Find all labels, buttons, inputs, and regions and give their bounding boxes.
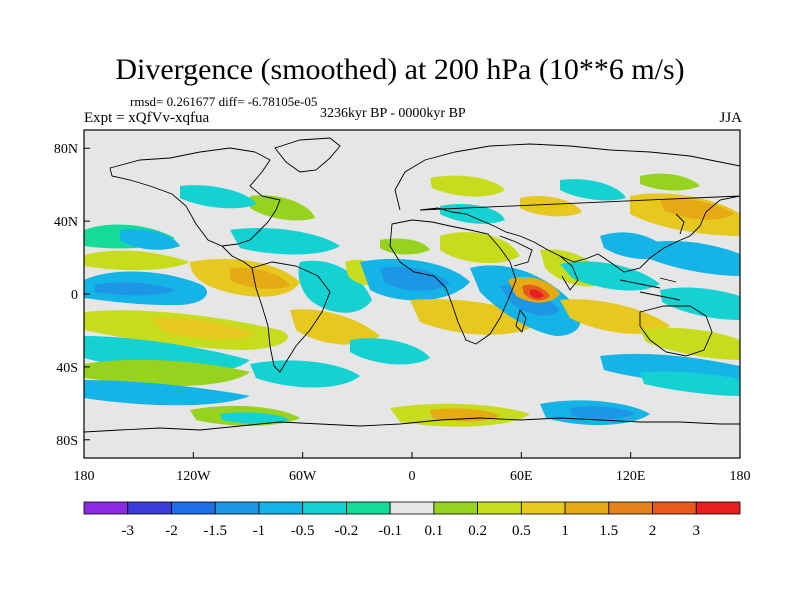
coastline-arabia [499,235,533,267]
x-axis: 180 120W 60W 0 60E 120E 180 [74,452,751,484]
y-tick-label: 40S [56,361,78,376]
map-title: Divergence (smoothed) at 200 hPa (10**6 … [115,53,685,86]
colorbar-swatch [520,501,566,515]
season-label: JJA [719,110,742,126]
x-tick-label: 0 [409,469,416,484]
x-tick-label: 120W [176,469,211,484]
divergence-field [84,173,740,427]
colorbar-swatch [83,501,129,515]
field-blob [640,327,740,360]
coastline-japan [675,213,685,235]
coastline-eurasia [394,143,740,273]
time-period-label: 3236kyr BP - 0000kyr BP [320,106,466,121]
coastline-central-america [221,245,253,269]
coastline-australia [639,305,713,357]
coastline-north-america [109,147,281,247]
field-blob [290,309,380,345]
x-tick-label: 120E [616,469,646,484]
field-blob [530,289,544,299]
y-axis: 80N 40N 0 40S 80S [54,142,90,449]
experiment-label: Expt = xQfVv-xqfua [84,110,210,126]
colorbar-label: -2 [165,523,178,539]
colorbar-label: 0.2 [468,523,487,539]
field-blob [660,198,735,220]
colorbar-label: 1.5 [599,523,618,539]
field-blob [640,173,700,191]
field-blob [180,185,256,209]
colorbar-swatch [695,501,741,515]
coastline-maritime-continent [619,277,681,301]
colorbar-label: -1.5 [203,523,227,539]
field-blob [84,359,250,387]
colorbar-swatch [433,501,479,515]
colorbar-label: 2 [649,523,657,539]
coastline-greenland [274,137,341,173]
colorbar-label: -1 [253,523,266,539]
field-blob [560,179,626,201]
field-blob [298,260,372,313]
field-blob [250,195,315,221]
colorbar-swatch [127,501,172,515]
y-tick-label: 0 [71,288,78,303]
colorbar-label: 3 [693,523,701,539]
colorbar-label: 0.1 [424,523,443,539]
field-blob [350,338,430,365]
coastlines [84,137,740,433]
x-tick-label: 60W [289,469,317,484]
colorbar-swatch [171,501,216,515]
colorbar-swatch [608,501,653,515]
field-blob [95,282,175,296]
rmsd-diff-stats: rmsd= 0.261677 diff= -6.78105e-05 [130,94,318,109]
x-tick-label: 180 [74,469,95,484]
coastline-africa [389,219,517,345]
field-blob [440,232,520,264]
x-tick-label: 180 [730,469,751,484]
coastline-antarctica [84,417,740,433]
field-blob [230,227,340,255]
field-blob [430,175,505,197]
y-tick-label: 80N [54,142,78,157]
field-blob [440,203,505,224]
colorbar-swatch [345,501,391,515]
field-blob [84,380,250,406]
field-blob [640,371,740,396]
colorbar-label: -0.1 [378,523,402,539]
field-blob [250,360,360,388]
y-tick-label: 80S [56,434,78,449]
field-blob [660,287,740,320]
coastline-madagascar [515,308,527,333]
field-blob [520,195,582,217]
colorbar-swatch [302,501,347,515]
colorbar-swatch [389,501,435,515]
colorbar-swatch [477,501,522,515]
x-tick-label: 60E [510,469,533,484]
colorbar-label: 1 [561,523,569,539]
field-blob [560,299,670,334]
field-blob [380,266,450,291]
field-blob [230,267,290,289]
colorbar-label: 0.5 [512,523,531,539]
colorbar-label: -3 [121,523,134,539]
field-blob [570,406,635,420]
colorbar-swatch [214,501,260,515]
colorbar: -3 -2 -1.5 -1 -0.5 -0.2 -0.1 0.1 0.2 0.5 1 1.5 2 3 [83,501,741,539]
field-blob [150,317,255,340]
coastline-india [559,255,579,291]
colorbar-label: -0.2 [335,523,359,539]
coastline-south-america [251,261,331,373]
field-blob [120,229,180,250]
field-blob [84,250,190,271]
colorbar-label: -0.5 [291,523,315,539]
colorbar-swatch [258,501,304,515]
field-blob [220,412,290,424]
colorbar-swatch [564,501,610,515]
colorbar-swatch [652,501,697,515]
y-tick-label: 40N [54,215,78,230]
field-blob [640,241,740,276]
